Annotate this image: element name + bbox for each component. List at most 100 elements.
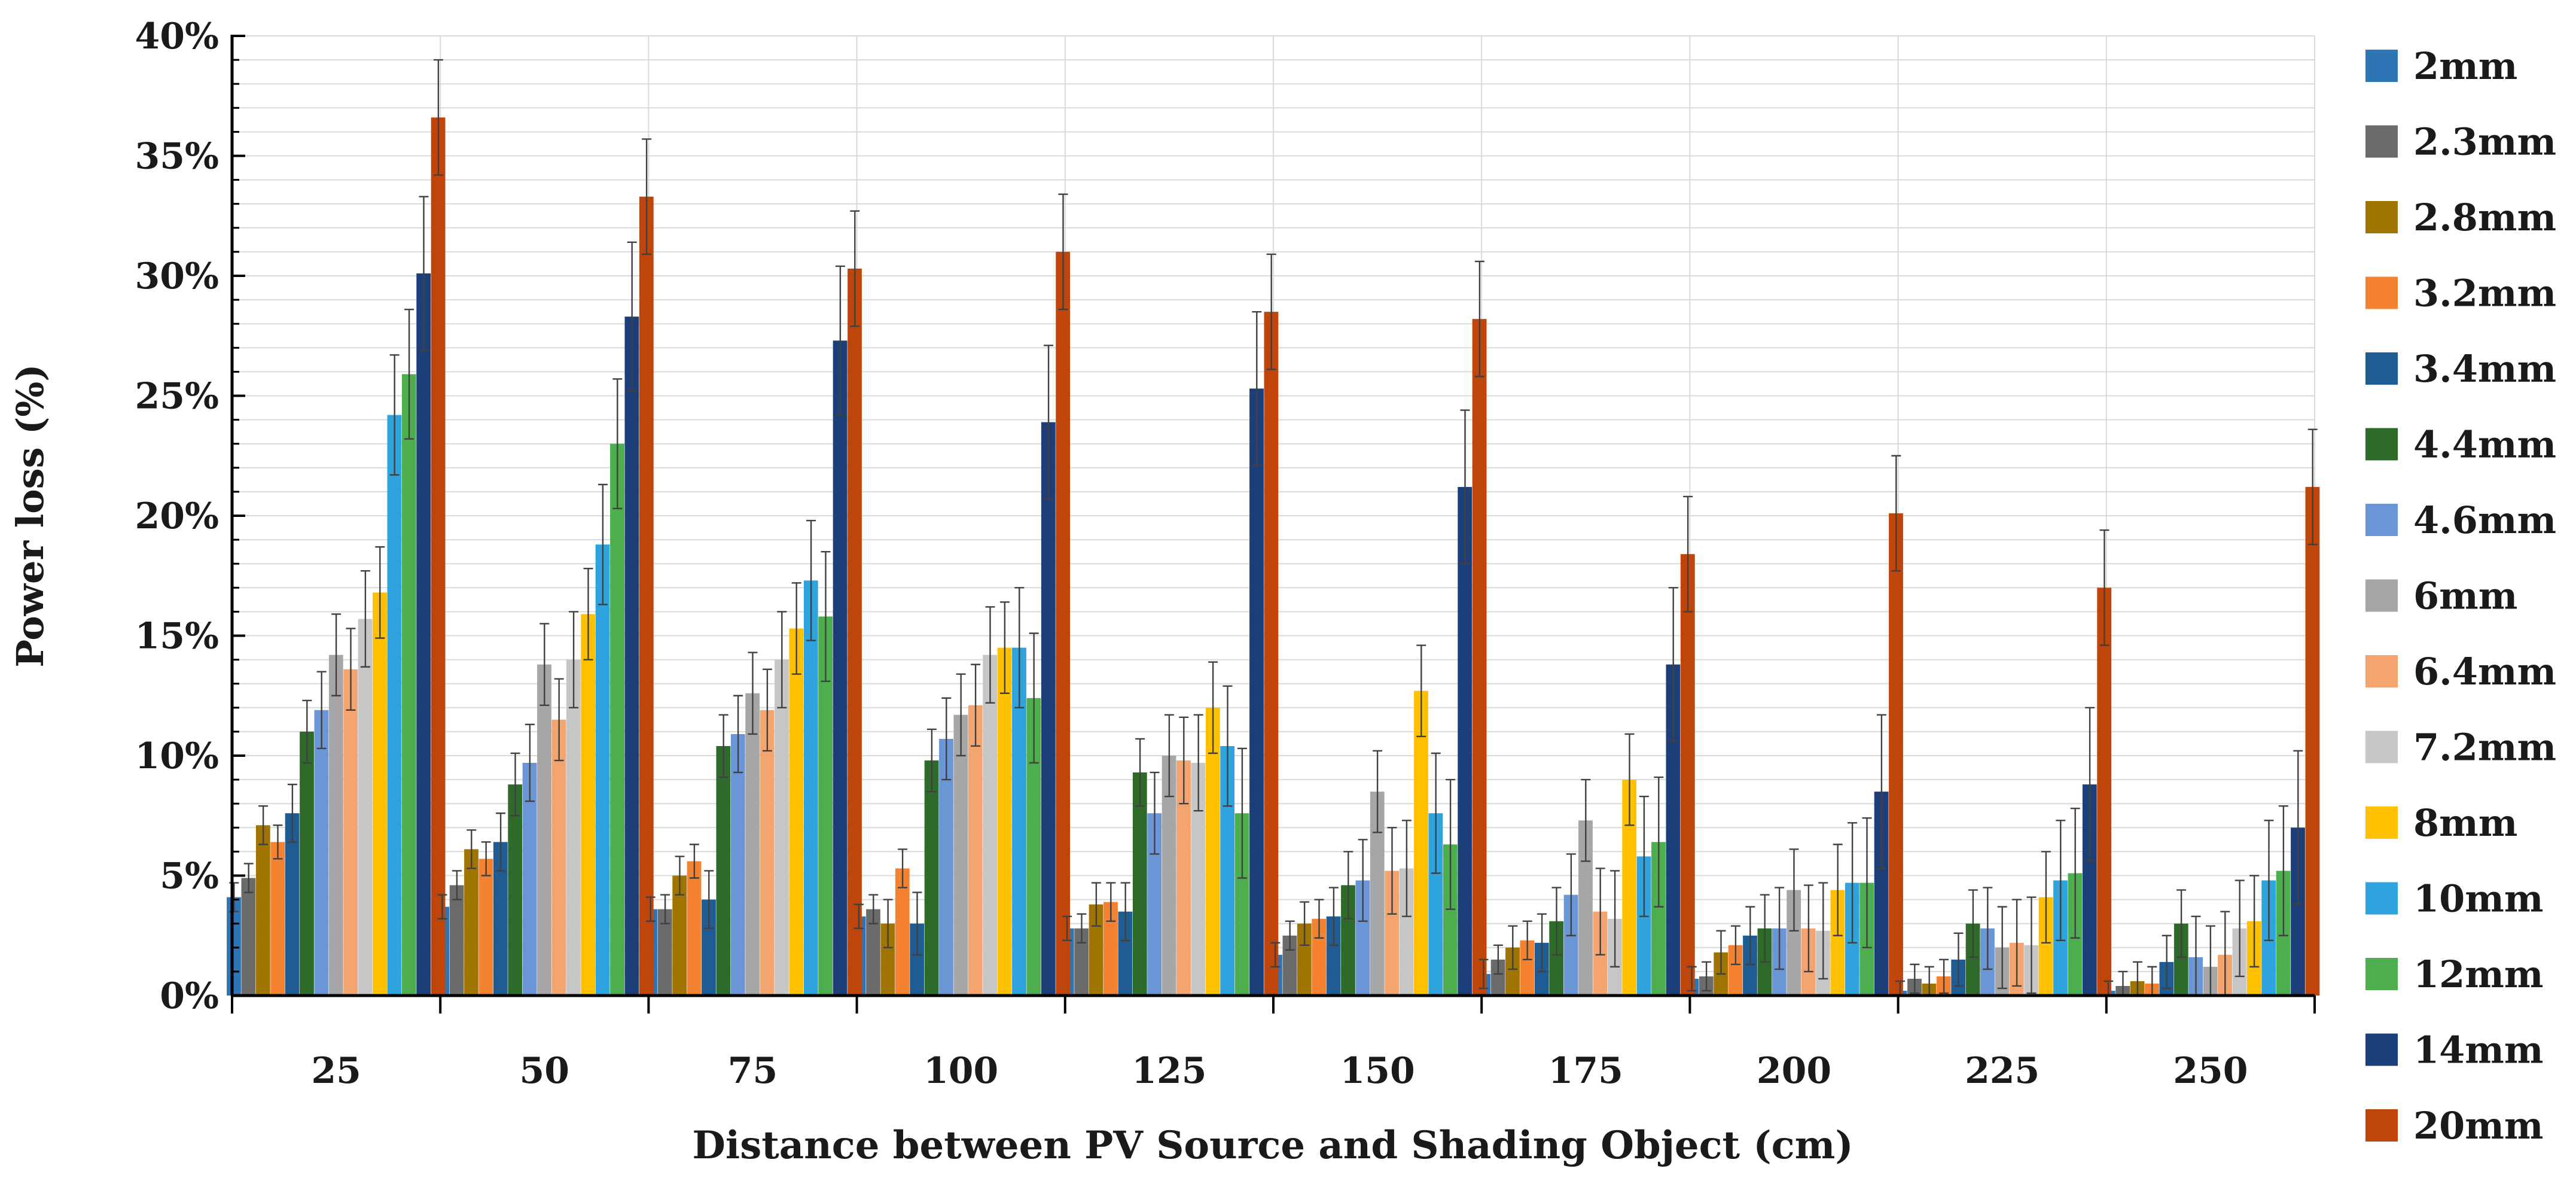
bar-4.6mm-25cm <box>314 710 329 996</box>
bar-3.2mm-50cm <box>478 859 493 996</box>
y-tick-label: 30% <box>135 255 219 297</box>
legend-swatch-12mm <box>2365 958 2398 990</box>
legend-label-4.6mm: 4.6mm <box>2413 498 2556 542</box>
bar-14mm-175cm <box>1666 664 1681 996</box>
bar-3.4mm-200cm <box>1743 935 1757 996</box>
bar-10mm-25cm <box>387 415 402 996</box>
bar-6.4mm-150cm <box>1385 871 1400 996</box>
bar-7.2mm-50cm <box>566 659 581 996</box>
bar-6mm-200cm <box>1787 890 1801 996</box>
bar-6.4mm-125cm <box>1176 760 1191 996</box>
bar-3.2mm-75cm <box>687 861 702 996</box>
bar-3.2mm-200cm <box>1728 945 1743 996</box>
legend-swatch-7.2mm <box>2365 731 2398 763</box>
y-tick-label: 35% <box>135 136 219 178</box>
legend-swatch-2.3mm <box>2365 125 2398 158</box>
bar-4.6mm-175cm <box>1563 894 1578 996</box>
y-tick-label: 10% <box>135 735 219 777</box>
legend-swatch-4.4mm <box>2365 428 2398 461</box>
legend-swatch-2.8mm <box>2365 201 2398 233</box>
bar-6.4mm-75cm <box>760 710 775 996</box>
x-tick-label: 150 <box>1340 1050 1414 1092</box>
bar-20mm-75cm <box>848 268 862 996</box>
bar-6mm-25cm <box>328 655 343 996</box>
bar-3.4mm-150cm <box>1326 916 1341 996</box>
legend-label-8mm: 8mm <box>2413 801 2517 845</box>
legend-swatch-14mm <box>2365 1033 2398 1066</box>
legend-label-10mm: 10mm <box>2413 877 2543 921</box>
bar-7.2mm-25cm <box>358 619 373 996</box>
bar-3.2mm-100cm <box>895 868 910 996</box>
bar-20mm-175cm <box>1680 554 1695 996</box>
bar-3.4mm-125cm <box>1118 911 1133 996</box>
bar-10mm-125cm <box>1220 745 1235 996</box>
bar-4.4mm-25cm <box>300 731 314 996</box>
bar-12mm-150cm <box>1443 844 1458 996</box>
legend: 2mm 2.3mm 2.8mm 3.2mm 3.4mm 4.4mm 4.6mm 6mm 6.4m… <box>2365 44 2556 1148</box>
axis-layer: 0% 5% 10% 15% 20% 25% 30% 35% 40% 25 50 75 100 125 150… <box>135 16 2316 1092</box>
bar-20mm-25cm <box>431 117 446 996</box>
legend-swatch-6.4mm <box>2365 655 2398 687</box>
y-tick-label: 20% <box>135 495 219 537</box>
bar-3.2mm-175cm <box>1520 940 1535 996</box>
legend-label-6mm: 6mm <box>2413 574 2517 618</box>
bar-2.3mm-50cm <box>449 885 464 996</box>
bar-12mm-25cm <box>401 374 416 996</box>
legend-swatch-3.4mm <box>2365 352 2398 385</box>
bar-4.6mm-50cm <box>522 763 537 996</box>
bar-12mm-175cm <box>1651 842 1666 996</box>
bar-8mm-75cm <box>789 628 804 996</box>
bar-8mm-100cm <box>997 647 1012 996</box>
y-tick-label: 5% <box>160 856 219 897</box>
bar-3.4mm-100cm <box>910 923 925 996</box>
bar-14mm-225cm <box>2082 784 2097 996</box>
legend-swatch-3.2mm <box>2365 276 2398 309</box>
x-tick-label: 175 <box>1548 1050 1623 1092</box>
y-tick-label: 0% <box>160 975 219 1017</box>
bar-14mm-125cm <box>1249 388 1264 996</box>
bar-14mm-100cm <box>1041 422 1056 996</box>
legend-swatch-6mm <box>2365 579 2398 612</box>
bar-10mm-75cm <box>803 580 818 996</box>
bar-4.4mm-225cm <box>1965 923 1980 996</box>
bar-20mm-150cm <box>1472 319 1487 996</box>
legend-label-12mm: 12mm <box>2413 952 2543 996</box>
y-tick-label: 15% <box>135 616 219 658</box>
bar-4.4mm-175cm <box>1549 921 1564 996</box>
bar-8mm-150cm <box>1414 690 1428 996</box>
bar-20mm-225cm <box>2097 588 2112 996</box>
legend-label-2mm: 2mm <box>2413 44 2517 88</box>
x-tick-label: 200 <box>1757 1050 1831 1092</box>
legend-label-3.4mm: 3.4mm <box>2413 347 2556 391</box>
bar-7.2mm-75cm <box>775 659 789 996</box>
bar-4.4mm-250cm <box>2173 923 2188 996</box>
x-tick-label: 250 <box>2173 1050 2248 1092</box>
bar-6.4mm-25cm <box>343 669 358 996</box>
x-tick-label: 75 <box>728 1050 778 1092</box>
bar-8mm-50cm <box>581 614 596 996</box>
y-tick-label: 25% <box>135 376 219 418</box>
bar-2.3mm-25cm <box>241 878 256 996</box>
legend-label-7.2mm: 7.2mm <box>2413 726 2556 769</box>
bar-3.4mm-75cm <box>702 899 716 996</box>
bar-12mm-100cm <box>1026 698 1041 996</box>
bar-2.3mm-100cm <box>866 909 880 996</box>
bar-2.8mm-25cm <box>255 825 270 996</box>
bar-8mm-25cm <box>373 592 387 996</box>
bar-4.6mm-75cm <box>730 734 745 996</box>
bar-20mm-125cm <box>1264 312 1279 996</box>
bar-4.4mm-75cm <box>716 745 731 996</box>
bar-4.4mm-50cm <box>508 784 523 996</box>
bar-3.2mm-25cm <box>270 842 285 996</box>
bar-7.2mm-125cm <box>1191 763 1206 996</box>
bar-2.8mm-175cm <box>1505 947 1520 996</box>
bar-2.3mm-75cm <box>657 909 672 996</box>
legend-label-2.8mm: 2.8mm <box>2413 196 2556 239</box>
bar-3.4mm-25cm <box>285 813 300 996</box>
y-axis-title: Power loss (%) <box>8 364 52 667</box>
bar-6mm-75cm <box>745 693 760 996</box>
bar-2.3mm-125cm <box>1074 928 1089 996</box>
bar-7.2mm-100cm <box>983 655 998 996</box>
x-tick-label: 100 <box>923 1050 998 1092</box>
bar-6mm-125cm <box>1162 756 1176 996</box>
